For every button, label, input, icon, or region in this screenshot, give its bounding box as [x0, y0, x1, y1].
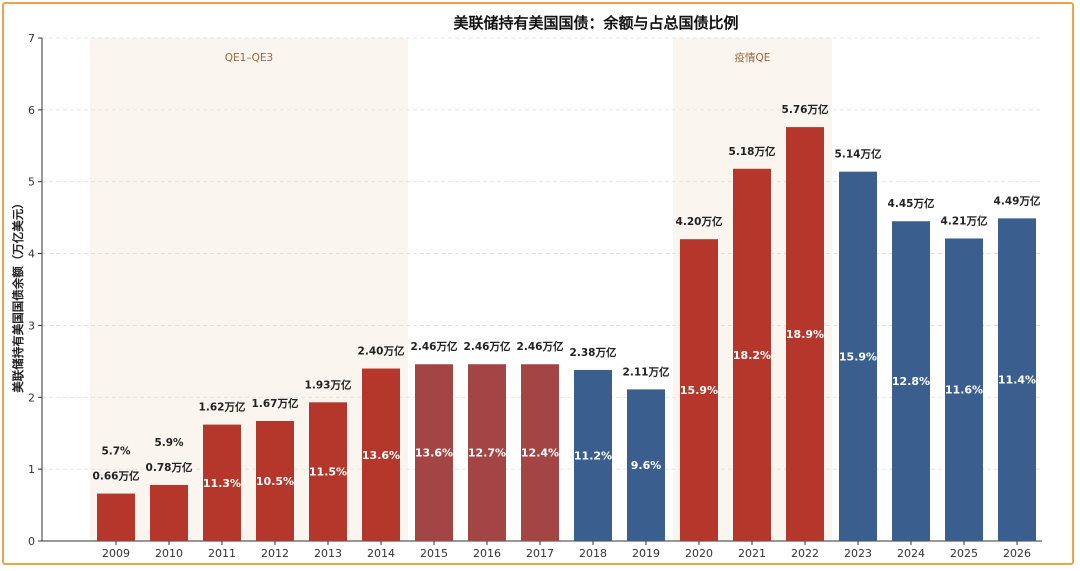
share-label-2017: 12.4% [521, 447, 559, 460]
share-label-2026: 11.4% [998, 374, 1036, 387]
value-label-2023: 5.14万亿 [835, 148, 882, 161]
value-label-2015: 2.46万亿 [411, 340, 458, 353]
x-tick-label-2009: 2009 [102, 547, 130, 560]
value-label-2009: 0.66万亿 [93, 470, 140, 483]
shaded-period-label-1: 疫情QE [735, 51, 771, 64]
value-label-2019: 2.11万亿 [623, 365, 670, 378]
value-label-2012: 1.67万亿 [252, 397, 299, 410]
share-label-2022: 18.9% [786, 328, 824, 341]
x-tick-label-2022: 2022 [791, 547, 819, 560]
x-tick-label-2021: 2021 [738, 547, 766, 560]
y-tick-label-7: 7 [28, 32, 35, 45]
bar-2011 [203, 424, 241, 541]
value-labels: 0.66万亿 5.7% 0.78万亿 5.9% 1.62万亿 11.3% 1.67万亿 10.… [93, 103, 1041, 490]
bar-2019 [627, 389, 665, 541]
bar-2025 [945, 238, 983, 541]
value-label-2013: 1.93万亿 [305, 378, 352, 391]
bars [97, 127, 1036, 542]
x-tick-label-2025: 2025 [950, 547, 978, 560]
value-label-2010: 0.78万亿 [146, 461, 193, 474]
share-label-2021: 18.2% [733, 349, 771, 362]
x-tick-label-2020: 2020 [685, 547, 713, 560]
share-label-2015: 13.6% [415, 447, 453, 460]
bar-2021 [733, 168, 771, 541]
x-tick-label-2011: 2011 [208, 547, 236, 560]
bar-2014 [362, 368, 400, 541]
value-label-2024: 4.45万亿 [888, 197, 935, 210]
share-label-2023: 15.9% [839, 350, 877, 363]
bar-2020 [680, 239, 718, 541]
share-label-2010: 5.9% [154, 437, 184, 449]
bar-2016 [468, 364, 506, 541]
value-label-2021: 5.18万亿 [729, 145, 776, 158]
bar-2010 [150, 484, 188, 541]
share-label-2024: 12.8% [892, 375, 930, 388]
share-label-2020: 15.9% [680, 384, 718, 397]
share-label-2012: 10.5% [256, 475, 294, 488]
x-tick-label-2013: 2013 [314, 547, 342, 560]
x-tick-label-2016: 2016 [473, 547, 501, 560]
bar-2015 [415, 364, 453, 541]
value-label-2025: 4.21万亿 [941, 214, 988, 227]
bar-2013 [309, 402, 347, 541]
chart-frame [2, 2, 1074, 565]
y-tick-label-6: 6 [28, 104, 35, 117]
bar-2022 [786, 127, 824, 542]
x-tick-label-2023: 2023 [844, 547, 872, 560]
y-tick-label-2: 2 [28, 391, 35, 404]
y-tick-label-0: 0 [28, 535, 35, 548]
value-label-2026: 4.49万亿 [994, 194, 1041, 207]
y-tick-label-4: 4 [28, 248, 35, 261]
value-label-2022: 5.76万亿 [782, 103, 829, 116]
share-label-2018: 11.2% [574, 449, 612, 462]
value-label-2018: 2.38万亿 [570, 346, 617, 359]
bar-2024 [892, 221, 930, 541]
share-label-2009: 5.7% [101, 446, 131, 458]
bar-2009 [97, 493, 135, 541]
value-label-2020: 4.20万亿 [676, 215, 723, 228]
x-tick-label-2019: 2019 [632, 547, 660, 560]
share-label-2014: 13.6% [362, 449, 400, 462]
bar-2026 [998, 218, 1036, 541]
x-tick-label-2012: 2012 [261, 547, 289, 560]
y-tick-label-3: 3 [28, 319, 35, 332]
bar-2012 [256, 420, 294, 541]
share-label-2011: 11.3% [203, 477, 241, 490]
y-tick-label-1: 1 [28, 463, 35, 476]
value-label-2011: 1.62万亿 [199, 401, 246, 414]
shaded-period-label-0: QE1–QE3 [225, 52, 273, 64]
value-label-2016: 2.46万亿 [464, 340, 511, 353]
y-axis-label: 美联储持有美国国债余额（万亿美元） [11, 197, 25, 393]
shaded-period-0 [90, 38, 408, 541]
y-tick-label-5: 5 [28, 176, 35, 189]
bar-2018 [574, 369, 612, 541]
x-tick-label-2014: 2014 [367, 547, 395, 560]
value-label-2014: 2.40万亿 [358, 345, 405, 358]
x-tick-label-2024: 2024 [897, 547, 925, 560]
share-label-2019: 9.6% [631, 459, 662, 472]
bar-2017 [521, 364, 559, 541]
x-tick-label-2010: 2010 [155, 547, 183, 560]
x-tick-label-2015: 2015 [420, 547, 448, 560]
share-label-2013: 11.5% [309, 466, 347, 479]
value-label-2017: 2.46万亿 [517, 340, 564, 353]
x-tick-label-2017: 2017 [526, 547, 554, 560]
share-label-2016: 12.7% [468, 447, 506, 460]
chart-title: 美联储持有美国国债：余额与占总国债比例 [453, 14, 738, 32]
shaded-periods: QE1–QE3 疫情QE [90, 38, 832, 541]
x-tick-label-2026: 2026 [1003, 547, 1031, 560]
bar-2023 [839, 171, 877, 541]
share-label-2025: 11.6% [945, 384, 983, 397]
x-tick-label-2018: 2018 [579, 547, 607, 560]
